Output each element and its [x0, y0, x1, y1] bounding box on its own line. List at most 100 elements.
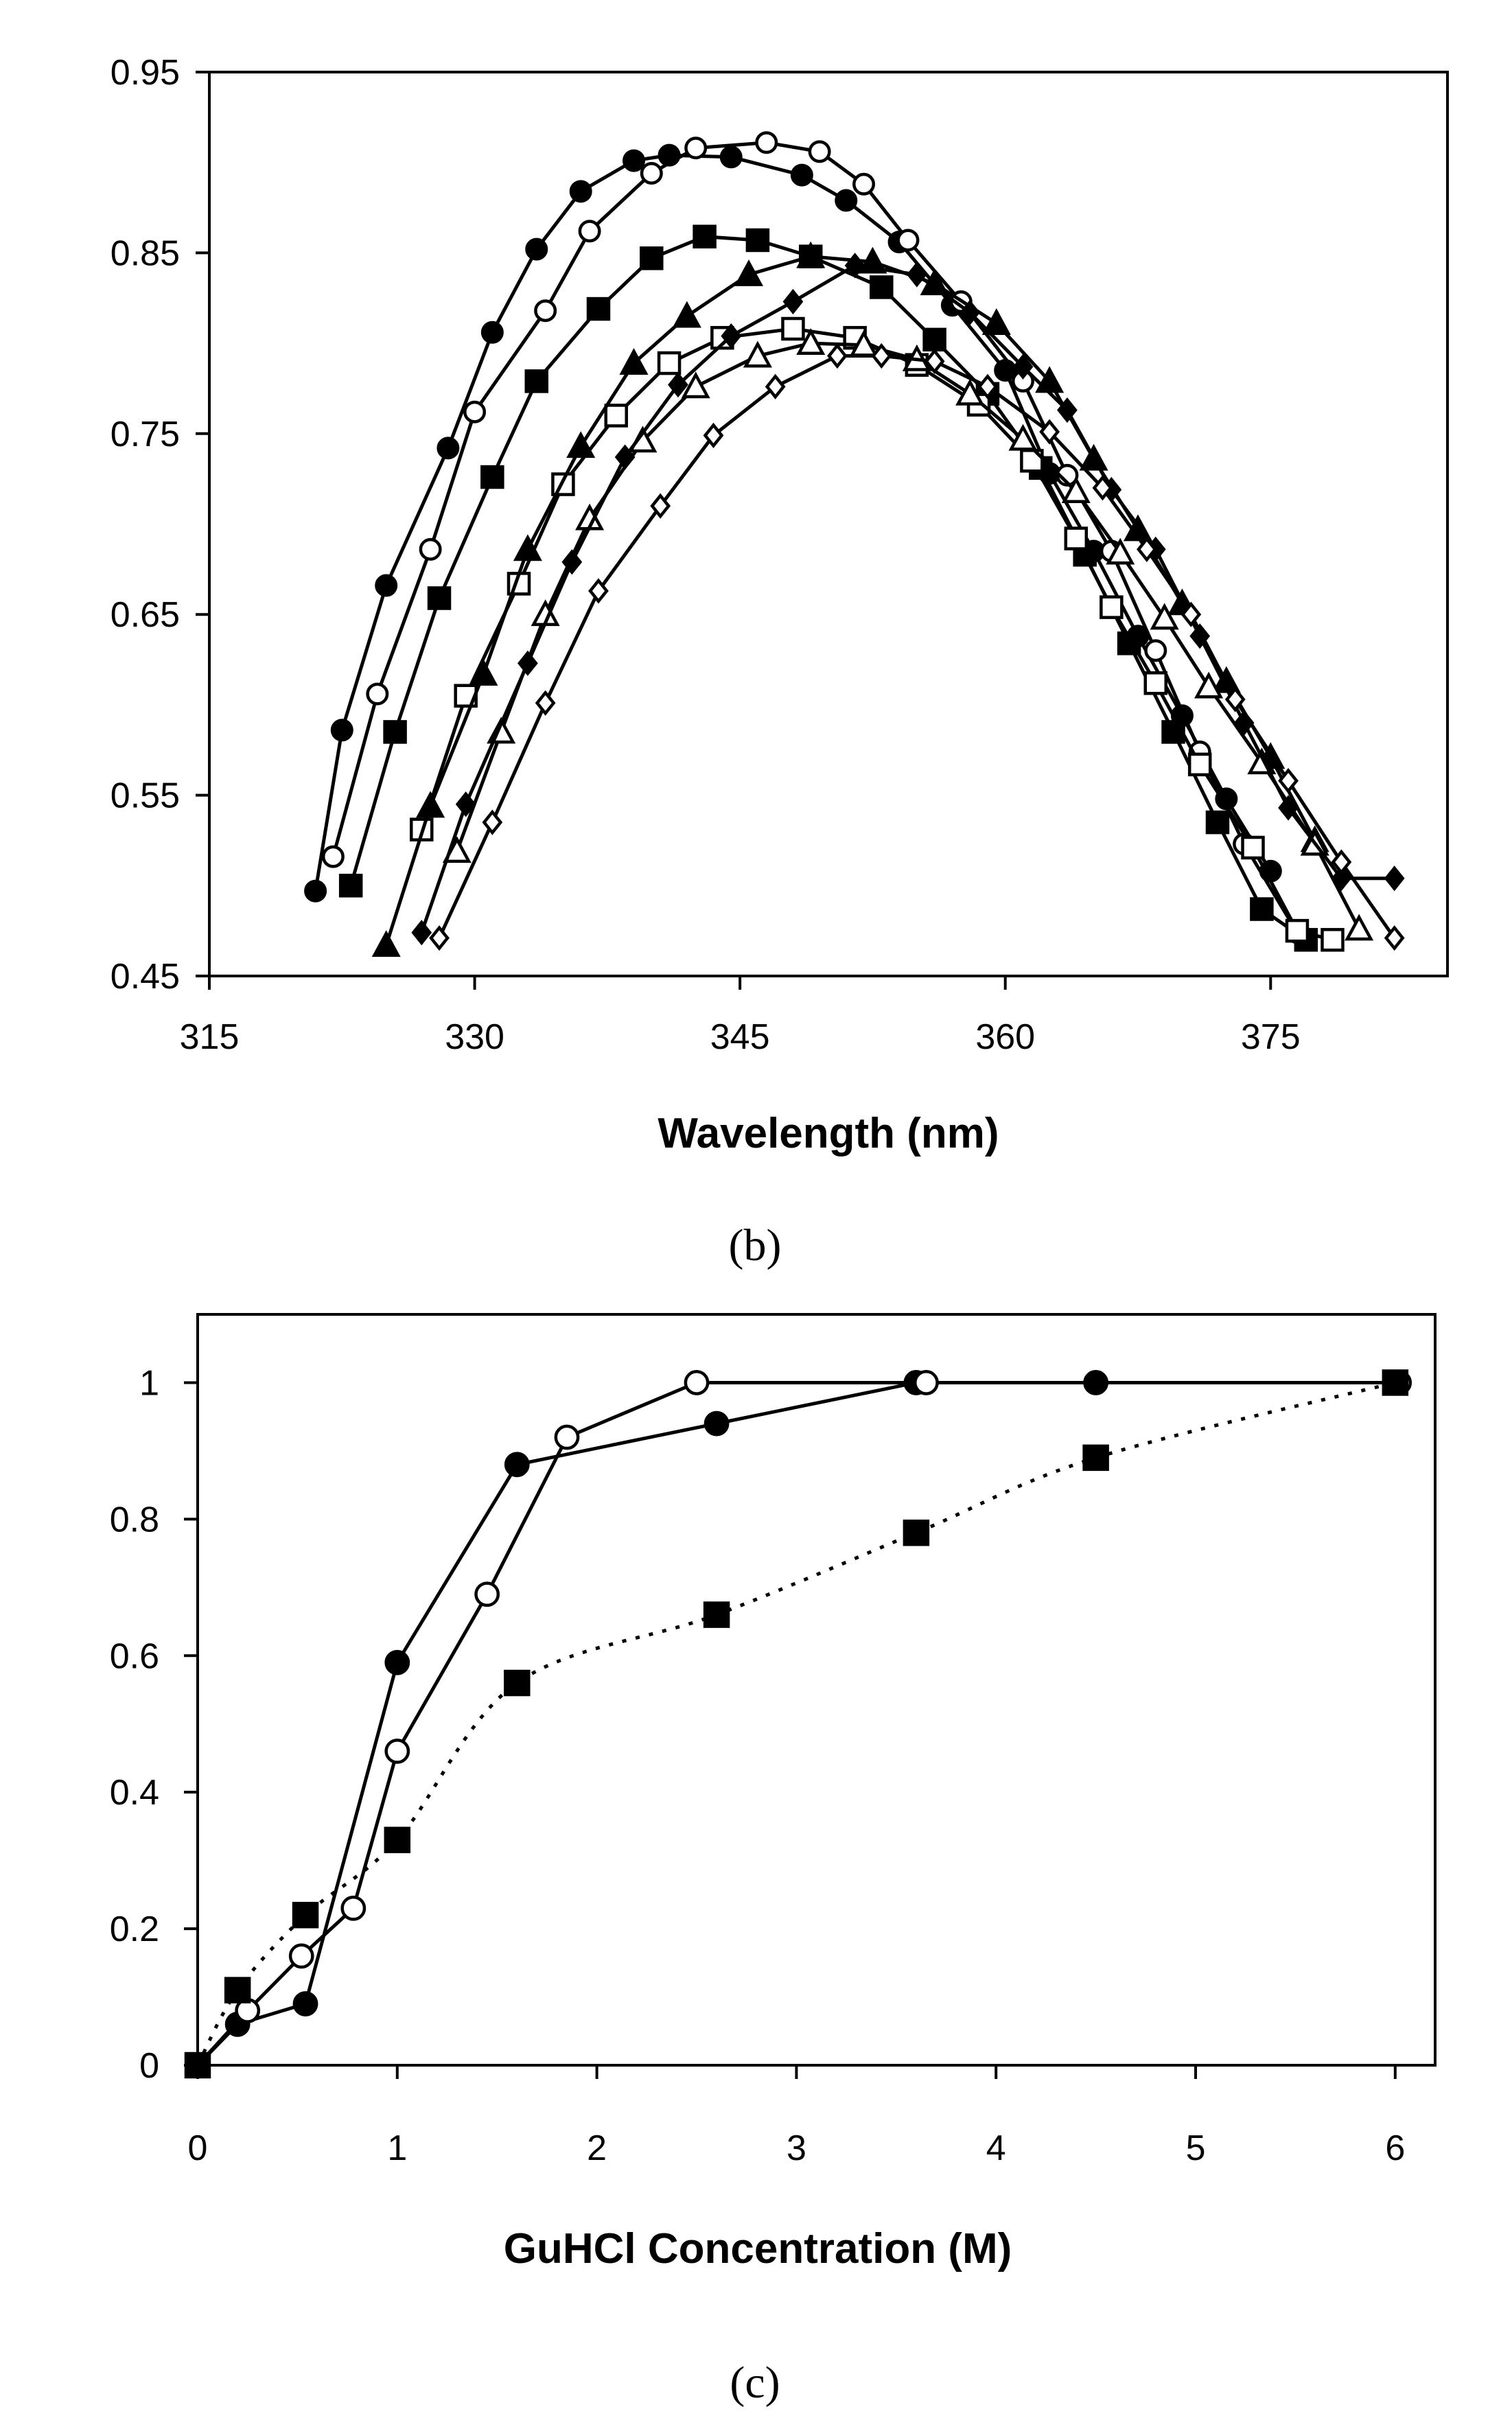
data-point	[578, 220, 601, 243]
data-point	[922, 327, 946, 352]
data-point	[1137, 536, 1157, 562]
data-point	[586, 297, 611, 321]
x-tick-label: 330	[445, 1017, 504, 1057]
data-point	[640, 162, 663, 185]
data-point	[871, 342, 892, 369]
data-point	[513, 534, 542, 561]
data-point	[852, 172, 876, 196]
x-tick-label: 2	[587, 2128, 607, 2168]
data-point	[1092, 475, 1113, 501]
data-point	[721, 323, 742, 349]
data-point	[1150, 603, 1179, 630]
x-tick-label: 4	[986, 2128, 1006, 2168]
data-point	[1331, 849, 1352, 875]
data-point	[427, 586, 452, 610]
data-point	[981, 308, 1011, 336]
y-tick-label: 0.65	[111, 595, 180, 635]
data-point	[1144, 639, 1167, 662]
data-point	[384, 1739, 410, 1764]
plot-frame-c	[196, 1313, 1437, 2067]
data-point	[955, 378, 985, 406]
data-point	[474, 1581, 500, 1607]
data-point	[524, 369, 549, 393]
data-point	[959, 299, 981, 325]
data-point	[1008, 423, 1038, 451]
data-point	[288, 1943, 314, 1969]
data-point	[604, 404, 628, 428]
data-point	[321, 845, 345, 868]
series-line	[196, 1380, 1399, 2067]
y-tick-label: 0.95	[111, 53, 180, 93]
data-point	[366, 682, 389, 706]
data-point	[330, 719, 353, 742]
data-point	[906, 262, 927, 288]
x-tick-label: 1	[387, 2128, 407, 2168]
data-point	[796, 328, 826, 356]
data-point	[994, 359, 1017, 382]
data-point	[1100, 595, 1124, 619]
data-point	[693, 224, 717, 248]
data-point	[672, 301, 701, 328]
data-point	[650, 493, 671, 519]
data-point	[903, 1520, 930, 1546]
data-point	[384, 1826, 411, 1854]
data-point	[1384, 925, 1405, 951]
data-point	[755, 131, 778, 154]
x-tick-label: 360	[975, 1017, 1035, 1057]
x-tick-label: 315	[180, 1017, 240, 1057]
series-diamond-open	[429, 342, 1405, 951]
data-point	[1250, 897, 1274, 921]
data-point	[745, 228, 770, 253]
data-point	[1278, 767, 1299, 794]
data-point	[525, 237, 548, 261]
data-point	[569, 180, 592, 203]
y-tick-label: 0.4	[110, 1773, 159, 1813]
x-tick-label: 0	[188, 2128, 208, 2168]
data-point	[1187, 752, 1212, 777]
data-point	[1241, 835, 1265, 860]
data-point	[719, 146, 743, 169]
data-point	[684, 137, 708, 160]
series-line	[196, 1380, 1395, 2067]
data-point	[782, 288, 804, 315]
data-point	[781, 316, 805, 341]
series-circle-filled	[185, 1370, 1408, 2078]
y-tick-label: 0.45	[111, 957, 180, 997]
x-axis-title-c: GuHCl Concentration (M)	[504, 2225, 1012, 2273]
chart-panel-c: 0 0.2 0.4 0.6 0.8 1 0 1 2 3 4 5 6 GuHCl Concentrati…	[110, 1313, 1437, 2408]
data-point	[517, 650, 538, 676]
data-point	[1382, 1369, 1409, 1396]
data-point	[619, 348, 649, 375]
data-point	[1082, 1444, 1109, 1472]
y-tick-label: 0.2	[110, 1909, 159, 1949]
data-point	[623, 149, 646, 172]
data-point	[384, 1649, 410, 1675]
data-point	[1205, 810, 1230, 835]
y-axis-b: 0.45 0.55 0.65 0.75 0.85 0.95	[111, 53, 209, 997]
data-point	[429, 925, 450, 951]
data-point	[1057, 397, 1078, 423]
data-point	[614, 444, 636, 470]
data-point	[534, 299, 557, 323]
data-point	[870, 275, 894, 299]
y-tick-label: 0.85	[111, 233, 180, 273]
data-point	[1331, 865, 1352, 892]
data-point	[743, 340, 772, 368]
data-point	[535, 690, 556, 716]
data-point	[482, 809, 503, 835]
data-point	[657, 351, 682, 375]
series-line	[331, 141, 1299, 934]
data-point	[1180, 601, 1202, 627]
panel-label-c: (c)	[730, 2358, 780, 2408]
data-point	[1278, 795, 1299, 821]
data-point	[703, 1601, 730, 1628]
data-point	[561, 549, 583, 575]
series-group-c	[184, 1369, 1412, 2079]
data-point	[844, 253, 865, 279]
series-circle-open	[185, 1370, 1412, 2078]
data-point	[977, 373, 998, 399]
data-point	[455, 791, 476, 817]
data-point	[808, 140, 831, 163]
data-point	[835, 189, 858, 212]
